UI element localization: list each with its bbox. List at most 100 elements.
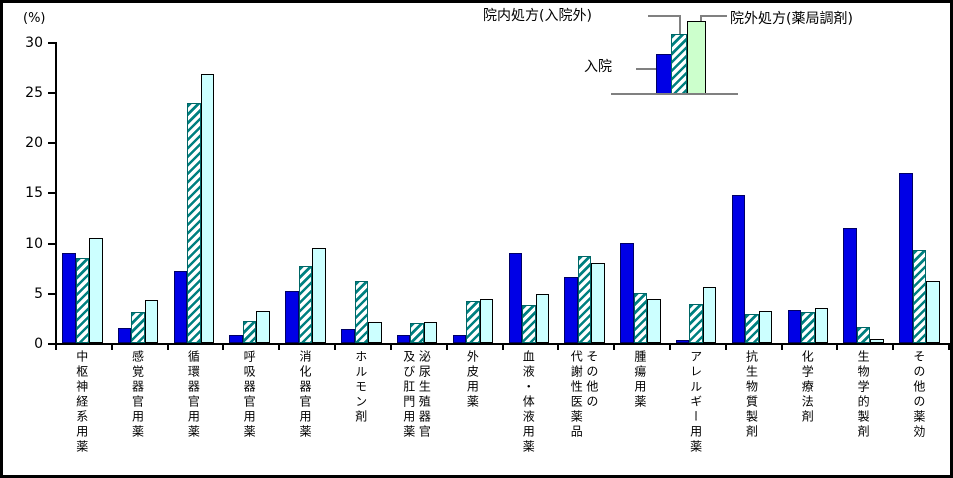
legend-connector-out-of-hospital-v: [700, 15, 702, 23]
category-label: 生物学的製剤: [830, 350, 894, 474]
bar-pale-cyan-0: [89, 238, 103, 343]
plot-area: 0 5 10 15 20 25 30 中枢神経系用薬 感覚器官用薬 循環器官用薬 呼吸器官用薬 消化器…: [3, 3, 950, 475]
bar-solid-blue-6: [396, 334, 411, 343]
bar-teal-hatch-2: [187, 102, 201, 343]
bar-pale-cyan-3: [256, 310, 270, 343]
x-tick-mark: [166, 345, 169, 350]
bar-pale-cyan-6: [423, 321, 438, 343]
y-tick-mark: [48, 292, 55, 295]
category-label-text: 呼吸器官用薬: [242, 350, 257, 440]
x-tick-mark: [613, 345, 616, 350]
x-tick-mark: [780, 345, 783, 350]
x-tick-mark: [334, 345, 337, 350]
bar-pale-cyan-7: [479, 298, 494, 343]
x-axis-line: [55, 343, 950, 345]
category-label: 泌尿生殖器官 及び肛門用薬: [384, 350, 448, 474]
category-label-text: 生物学的製剤: [856, 350, 871, 440]
bar-teal-hatch-6: [410, 322, 424, 343]
bar-solid-blue-8: [508, 252, 522, 343]
y-axis-line: [55, 41, 57, 345]
y-tick-label: 5: [34, 285, 43, 302]
bar-solid-blue-2: [173, 270, 188, 343]
y-tick-label: 25: [25, 84, 43, 101]
bar-teal-hatch-12: [745, 313, 759, 343]
category-label-text: アレルギー用薬: [688, 350, 703, 455]
category-label-text: 消化器官用薬: [297, 350, 312, 440]
bar-pale-cyan-4: [312, 247, 326, 343]
category-label: 中枢神経系用薬: [49, 350, 113, 474]
bar-pale-cyan-15: [926, 280, 940, 343]
bar-pale-cyan-5: [368, 321, 382, 343]
bar-pale-cyan-11: [702, 286, 717, 343]
bar-solid-blue-15: [899, 173, 913, 343]
category-label-text: 循環器官用薬: [186, 350, 201, 440]
y-tick-label: 20: [25, 135, 43, 151]
legend-label-inpatient: 入院: [584, 59, 612, 75]
bar-teal-hatch-11: [689, 303, 703, 343]
bar-solid-blue-1: [117, 327, 132, 343]
category-label: 抗生物質製剤: [719, 350, 783, 474]
bar-solid-blue-10: [620, 242, 634, 343]
y-tick-label: 15: [25, 185, 43, 202]
bar-teal-hatch-1: [131, 311, 145, 343]
y-tick-mark: [48, 91, 55, 94]
y-tick-label: 10: [25, 235, 43, 252]
bar-teal-hatch-7: [466, 300, 480, 343]
y-tick-label: 30: [25, 34, 43, 51]
category-label-text: 外皮用薬: [465, 350, 480, 410]
legend-label-in-hospital: 院内処方(入院外): [483, 8, 592, 24]
bar-teal-hatch-4: [298, 265, 313, 343]
x-tick-mark: [445, 345, 448, 350]
category-label: アレルギー用薬: [663, 350, 727, 474]
bar-solid-blue-11: [675, 339, 690, 343]
bar-solid-blue-7: [452, 334, 467, 343]
category-label-text: 化学療法剤: [800, 350, 815, 425]
bar-teal-hatch-0: [75, 257, 89, 343]
x-tick-mark: [557, 345, 560, 350]
bar-teal-hatch-13: [801, 311, 815, 343]
bar-solid-blue-12: [731, 195, 746, 343]
bar-teal-hatch-15: [912, 249, 927, 343]
category-label-text: ホルモン剤: [353, 350, 368, 425]
x-tick-mark: [501, 345, 504, 350]
category-label: その他の 代謝性医薬品: [551, 350, 615, 474]
category-label: その他の薬効: [886, 350, 950, 474]
category-label: 血液・体液用薬: [496, 350, 560, 474]
category-label: 腫瘍用薬: [607, 350, 671, 474]
legend-connector-out-of-hospital-h: [700, 15, 727, 17]
bar-solid-blue-3: [229, 334, 243, 343]
x-tick-mark: [222, 345, 225, 350]
bar-solid-blue-14: [843, 228, 857, 343]
bar-solid-blue-4: [285, 290, 299, 343]
bar-solid-blue-5: [341, 328, 355, 343]
category-label-text: 抗生物質製剤: [744, 350, 759, 440]
bar-teal-hatch-5: [354, 280, 369, 343]
category-label: 感覚器官用薬: [105, 350, 169, 474]
x-tick-mark: [389, 345, 392, 350]
bar-pale-cyan-9: [591, 262, 605, 343]
legend-bar-in-hospital: [671, 34, 687, 94]
bar-pale-cyan-2: [200, 73, 215, 343]
category-label: 化学療法剤: [775, 350, 839, 474]
x-tick-mark: [892, 345, 895, 350]
y-tick-mark: [48, 242, 55, 245]
x-tick-mark: [836, 345, 839, 350]
x-tick-mark: [724, 345, 727, 350]
bar-teal-hatch-8: [522, 304, 536, 343]
legend-connector-in-hospital-v: [679, 15, 681, 35]
x-tick-mark: [278, 345, 281, 350]
bar-pale-cyan-10: [647, 298, 661, 343]
x-tick-mark: [55, 345, 57, 350]
category-label: 循環器官用薬: [161, 350, 225, 474]
y-tick-mark: [48, 192, 55, 195]
bar-solid-blue-9: [564, 276, 578, 343]
category-label-text: 感覚器官用薬: [130, 350, 145, 440]
bar-teal-hatch-3: [242, 320, 257, 343]
legend: 院内処方(入院外) 院外処方(薬局調剤) 入院: [3, 3, 950, 103]
category-label-text: その他の 代謝性医薬品: [569, 350, 599, 440]
legend-connector-in-hospital-h: [648, 15, 681, 17]
legend-bar-inpatient: [656, 54, 672, 94]
bar-teal-hatch-14: [856, 326, 871, 343]
category-label-text: 泌尿生殖器官 及び肛門用薬: [401, 350, 432, 440]
